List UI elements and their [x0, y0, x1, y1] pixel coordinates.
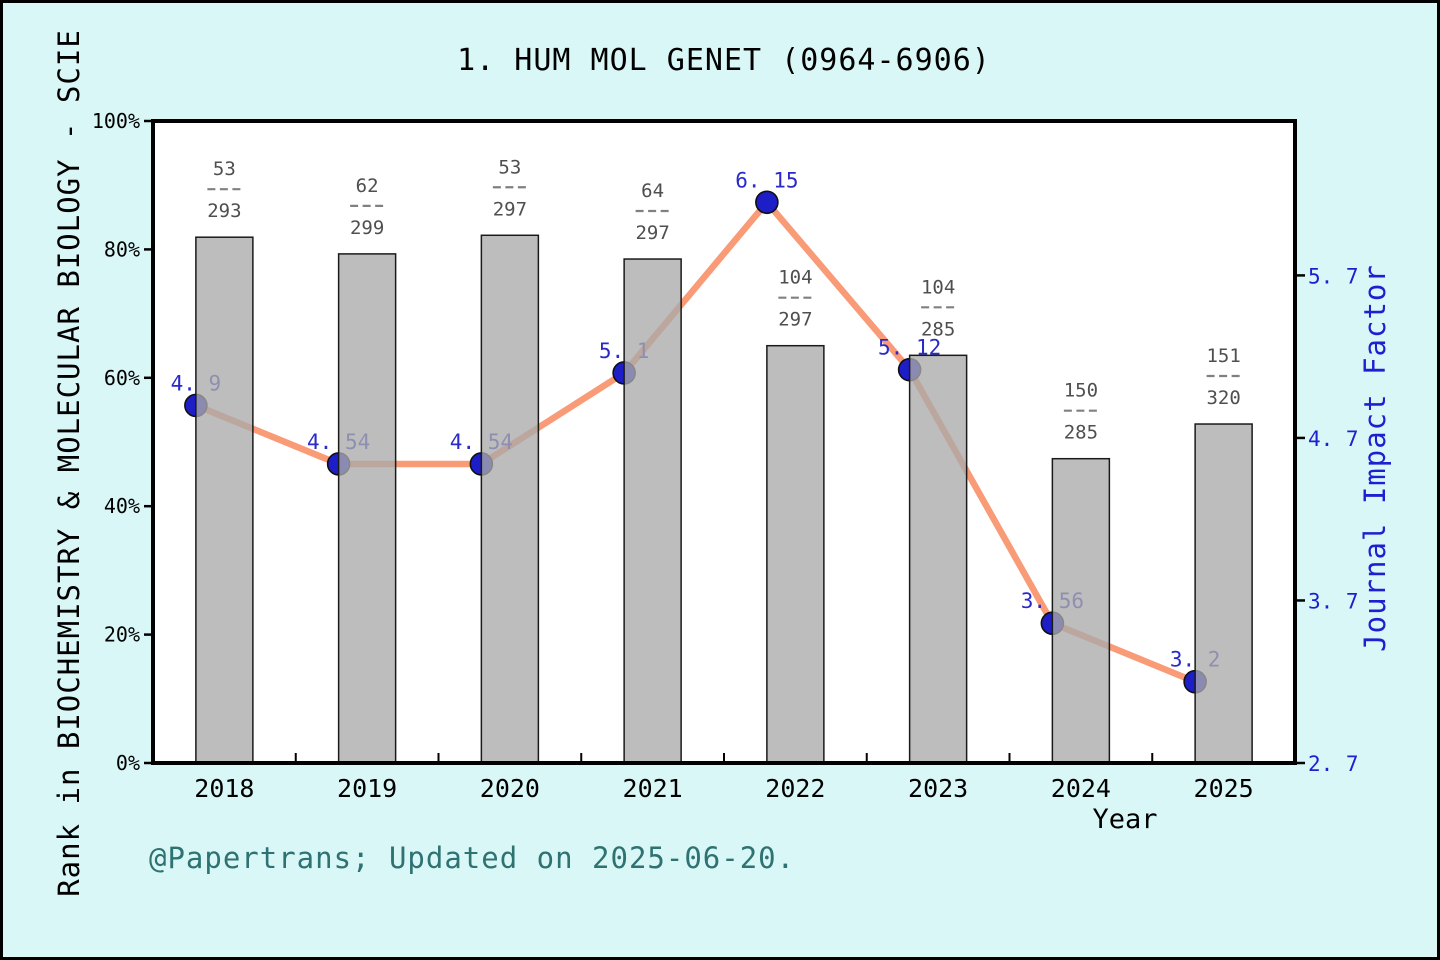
y-left-tick-label: 0%: [116, 751, 140, 775]
y-right-tick-label: 3. 7: [1308, 589, 1359, 613]
impact-value-label: 6. 15: [735, 168, 798, 192]
x-tick-label: 2024: [1051, 774, 1111, 803]
chart-title: 1. HUM MOL GENET (0964-6906): [457, 43, 991, 78]
x-tick-label: 2020: [480, 774, 540, 803]
rank-denominator: 297: [635, 222, 669, 244]
rank-bar: [480, 234, 540, 764]
x-tick-label: 2025: [1194, 774, 1254, 803]
y-left-tick-label: 100%: [92, 109, 140, 133]
rank-bar: [1194, 423, 1253, 764]
y-right-tick-label: 5. 7: [1308, 264, 1359, 288]
rank-denominator: 297: [493, 198, 527, 220]
y-left-tick-label: 20%: [104, 623, 140, 647]
rank-numerator: 104: [778, 267, 812, 289]
rank-bar: [908, 354, 968, 764]
y-right-tick-label: 4. 7: [1308, 427, 1359, 451]
rank-numerator: 62: [356, 175, 379, 197]
x-tick-label: 2019: [337, 774, 397, 803]
plot-area: 4. 94. 544. 545. 16. 155. 123. 563. 2532…: [92, 109, 1359, 803]
rank-bar: [337, 253, 397, 764]
rank-bar: [1051, 457, 1111, 764]
rank-denominator: 299: [350, 217, 384, 239]
rank-bar: [766, 344, 825, 764]
x-tick-label: 2021: [623, 774, 683, 803]
y-left-tick-label: 60%: [104, 366, 140, 390]
y-right-tick-label: 2. 7: [1308, 752, 1359, 776]
rank-numerator: 53: [213, 158, 236, 180]
rank-denominator: 320: [1206, 387, 1240, 409]
y-left-tick-label: 40%: [104, 494, 140, 518]
x-tick-label: 2022: [765, 774, 825, 803]
rank-denominator: 293: [207, 200, 241, 222]
plot-border: [151, 119, 1297, 765]
rank-denominator: 297: [778, 309, 812, 331]
rank-bar: [623, 258, 682, 764]
rank-denominator: 285: [921, 318, 955, 340]
rank-numerator: 150: [1064, 380, 1098, 402]
x-tick-label: 2023: [908, 774, 968, 803]
rank-bar: [195, 236, 254, 764]
rank-numerator: 104: [921, 276, 955, 298]
rank-numerator: 53: [498, 156, 521, 178]
x-tick-label: 2018: [194, 774, 254, 803]
footer-credit: @Papertrans; Updated on 2025-06-20.: [149, 841, 796, 875]
impact-factor-point: [755, 190, 779, 215]
rank-denominator: 285: [1064, 422, 1098, 444]
rank-numerator: 64: [641, 180, 664, 202]
rank-numerator: 151: [1206, 345, 1240, 367]
y-left-tick-label: 80%: [104, 237, 140, 261]
x-axis-title: Year: [1092, 804, 1158, 835]
